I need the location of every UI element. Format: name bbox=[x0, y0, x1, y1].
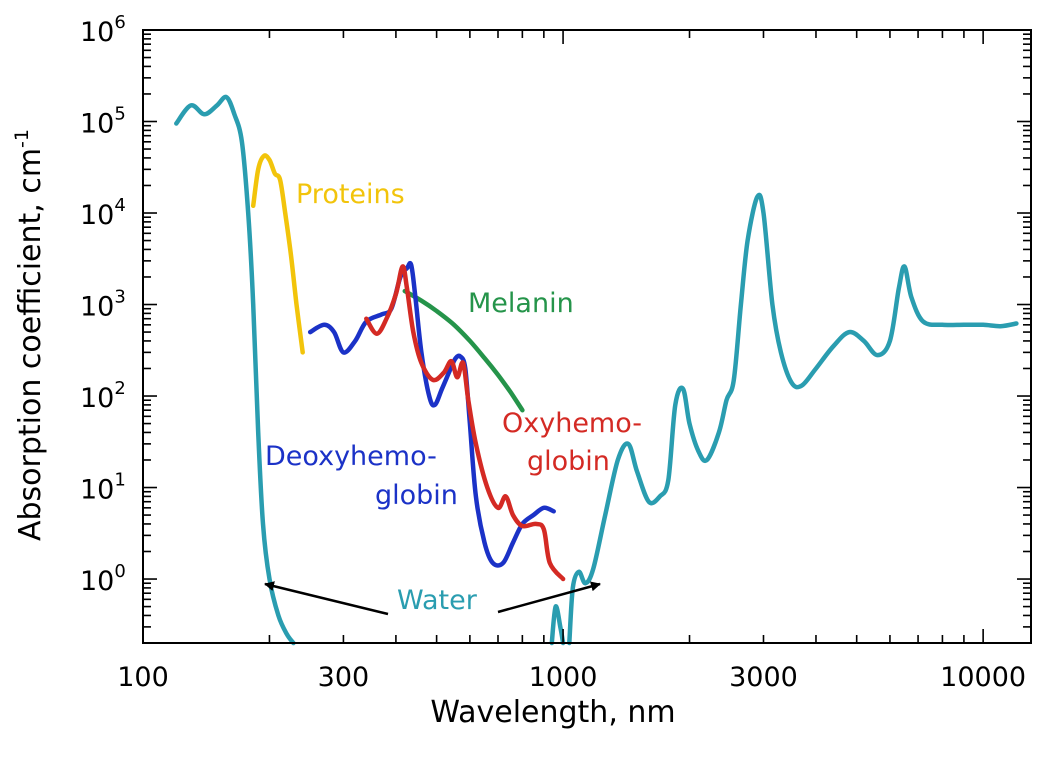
x-axis-title: Wavelength, nm bbox=[430, 695, 675, 730]
series-line-water-0 bbox=[174, 94, 296, 646]
y-tick-base: 10 bbox=[80, 109, 114, 140]
y-tick-label: 106 bbox=[80, 12, 126, 48]
y-tick-exponent: 1 bbox=[114, 470, 125, 491]
water-arrow-right bbox=[497, 581, 601, 614]
y-tick-exponent: 4 bbox=[114, 195, 125, 216]
label-deoxyhemoglobin-line1: Deoxyhemo- bbox=[265, 441, 437, 472]
y-axis-title-exponent: -1 bbox=[11, 129, 33, 148]
y-tick-base: 10 bbox=[80, 292, 114, 323]
label-oxyhemoglobin-line2: globin bbox=[527, 446, 610, 477]
y-tick-base: 10 bbox=[80, 566, 114, 597]
label-water: Water bbox=[397, 585, 478, 616]
x-tick-label: 100 bbox=[117, 662, 169, 693]
plot-frame bbox=[142, 29, 1032, 644]
tick-marks bbox=[142, 29, 1031, 644]
series-line-melanin-0 bbox=[402, 288, 525, 413]
series-line-oxyhemo-globin-0 bbox=[364, 264, 566, 582]
x-tick-label: 3000 bbox=[729, 662, 798, 693]
x-tick-label: 300 bbox=[318, 662, 370, 693]
x-tick-labels: 100 300 1000 3000 10000 bbox=[117, 662, 1026, 693]
y-tick-label: 102 bbox=[80, 378, 126, 414]
series-line-water-2 bbox=[567, 192, 1019, 646]
label-oxyhemoglobin-line1: Oxyhemo- bbox=[502, 408, 642, 439]
label-melanin: Melanin bbox=[468, 288, 574, 319]
y-tick-label: 101 bbox=[80, 470, 126, 506]
y-tick-label: 104 bbox=[80, 195, 126, 231]
y-tick-exponent: 6 bbox=[114, 12, 125, 33]
y-tick-label: 105 bbox=[80, 104, 126, 140]
y-tick-label: 103 bbox=[80, 287, 126, 323]
y-tick-exponent: 0 bbox=[114, 561, 125, 582]
y-tick-label: 100 bbox=[80, 561, 126, 597]
water-arrow-left bbox=[264, 581, 389, 616]
y-tick-base: 10 bbox=[80, 383, 114, 414]
series-layer bbox=[174, 94, 1019, 646]
x-tick-label: 1000 bbox=[529, 662, 598, 693]
y-axis-title-main: Absorption coefficient, cm bbox=[13, 148, 48, 541]
label-proteins: Proteins bbox=[296, 179, 405, 210]
label-deoxyhemoglobin-line2: globin bbox=[375, 480, 458, 511]
y-tick-exponent: 3 bbox=[114, 287, 125, 308]
series-line-water-1 bbox=[549, 604, 566, 646]
series-line-deoxyhemo-globin-0 bbox=[307, 260, 556, 568]
y-tick-exponent: 5 bbox=[114, 104, 125, 125]
y-tick-base: 10 bbox=[80, 200, 114, 231]
y-axis-title: Absorption coefficient, cm-1 bbox=[11, 129, 48, 541]
series-line-proteins-0 bbox=[250, 153, 305, 355]
y-tick-exponent: 2 bbox=[114, 378, 125, 399]
y-tick-base: 10 bbox=[80, 17, 114, 48]
x-tick-label: 10000 bbox=[940, 662, 1026, 693]
y-tick-base: 10 bbox=[80, 475, 114, 506]
